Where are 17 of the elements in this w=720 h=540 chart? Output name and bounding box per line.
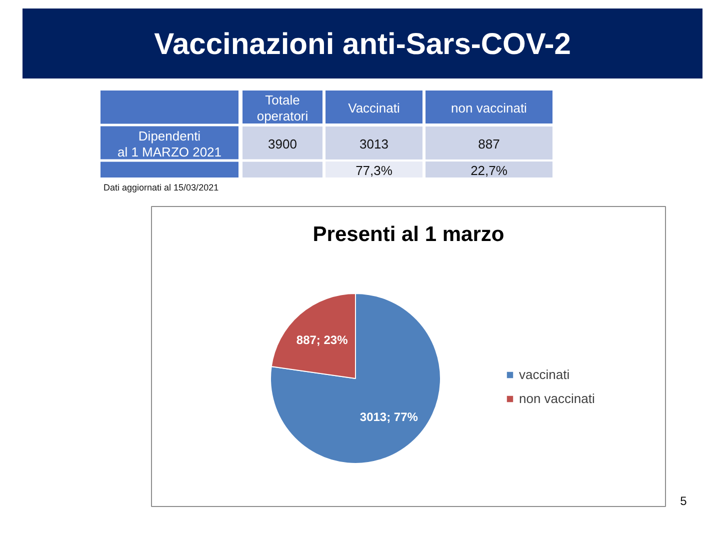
- legend-label: non vaccinati: [519, 390, 595, 407]
- text: 77,3%: [356, 163, 393, 178]
- text: Dati aggiornati al 15/03/2021: [104, 182, 219, 192]
- text: Dipendenti al 1 MARZO 2021: [117, 128, 222, 160]
- text: 3013: [360, 136, 388, 152]
- text: Vaccinazioni anti-Sars-COV-2: [154, 28, 571, 61]
- text: 3900: [268, 136, 297, 152]
- data-label: 3013; 77%: [360, 410, 418, 424]
- chart-title: Presenti al 1 marzo: [312, 223, 504, 246]
- legend-label: vaccinati: [519, 366, 570, 383]
- text: Vaccinati: [348, 100, 400, 116]
- text: 22,7%: [470, 163, 508, 178]
- text: 5: [680, 494, 688, 508]
- data-label: 887; 23%: [296, 332, 348, 347]
- text: 887: [478, 136, 500, 152]
- text: Totale operatori: [256, 92, 308, 124]
- text: non vaccinati: [451, 100, 528, 116]
